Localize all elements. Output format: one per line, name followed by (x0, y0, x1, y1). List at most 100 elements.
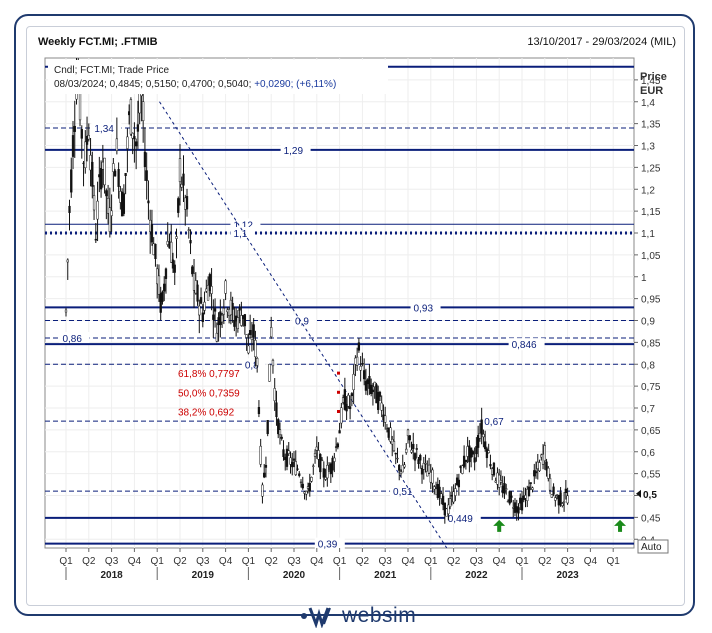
candle-body (529, 482, 532, 484)
legend-line2: 08/03/2024; 0,4845; 0,5150; 0,4700; 0,50… (54, 79, 336, 90)
candle-body (266, 419, 269, 435)
candle-body (275, 402, 278, 418)
candle-body (189, 240, 192, 244)
last-price-marker-icon (636, 489, 641, 498)
candle-body (364, 381, 368, 391)
chart-title: Weekly FCT.MI; .FTMIB (38, 36, 158, 48)
candle-body (427, 464, 431, 474)
x-quarter-label: Q1 (59, 556, 73, 567)
candle-body (250, 337, 254, 340)
candle-body (70, 169, 73, 193)
x-quarter-label: Q3 (105, 556, 119, 567)
candle-body (552, 486, 555, 495)
candle-body (424, 463, 427, 465)
candle-body (163, 283, 166, 292)
level-label-bg (280, 143, 311, 156)
x-quarter-label: Q2 (82, 556, 96, 567)
y-tick-label: 0,6 (641, 448, 655, 459)
candle-body (559, 492, 562, 506)
candle-body (99, 168, 103, 190)
x-year-label: 2023 (556, 570, 579, 581)
y-tick-label: 1,2 (641, 185, 655, 196)
y-tick-label: 0,95 (641, 295, 661, 306)
support-arrow-icon (614, 519, 627, 532)
fib-marker (337, 410, 340, 413)
level-label-bg (241, 358, 266, 371)
candle-body (131, 132, 134, 139)
candle-body (282, 449, 285, 457)
x-quarter-label: Q2 (265, 556, 279, 567)
x-quarter-label: Q1 (607, 556, 621, 567)
candle-body (208, 274, 211, 291)
candle-body (406, 429, 410, 437)
candle-body (433, 486, 436, 490)
auto-scale-box (637, 539, 669, 554)
x-quarter-label: Q1 (424, 556, 438, 567)
candle-body (213, 308, 217, 312)
candle-body (224, 280, 227, 294)
candle-body (177, 198, 180, 213)
candle-body (492, 462, 496, 476)
candle-body (380, 402, 383, 411)
candle-body (173, 264, 176, 273)
candle-body (384, 415, 387, 423)
y-tick-label: 0,65 (641, 426, 661, 437)
candle-body (403, 464, 406, 468)
candle-body (310, 477, 313, 482)
candle-body (338, 430, 341, 434)
candle-body (256, 357, 259, 366)
candle-body (73, 125, 76, 132)
candle-body (426, 470, 429, 477)
candle-body (312, 465, 315, 467)
y-tick-label: 0,8 (641, 360, 655, 371)
level-label: 0,449 (448, 514, 473, 525)
candle-body (517, 507, 520, 514)
candle-body (103, 157, 106, 186)
candle-body (161, 291, 164, 302)
y-tick-label: 1,35 (641, 120, 661, 131)
candle-body (357, 342, 361, 351)
x-year-label: 2020 (283, 570, 306, 581)
x-quarter-label: Q3 (561, 556, 575, 567)
candle-body (112, 163, 115, 172)
auto-scale-button[interactable]: Auto (641, 542, 662, 553)
candle-body (154, 243, 157, 260)
level-label-bg (481, 415, 512, 428)
candle-body (115, 138, 119, 151)
y-tick-label: 0,85 (641, 338, 661, 349)
candle-body (231, 302, 234, 310)
legend-line1: Cndl; FCT.MI; Trade Price (54, 65, 169, 76)
candle-body (175, 236, 178, 239)
candle-body (91, 161, 94, 187)
candle-body (157, 275, 161, 295)
candle-body (505, 488, 508, 490)
candle-body (287, 450, 290, 454)
candle-body (105, 190, 108, 197)
candle-body (273, 388, 276, 402)
level-label: 1,29 (284, 146, 304, 157)
candle-body (164, 268, 168, 279)
x-quarter-label: Q1 (151, 556, 165, 567)
candle-body (538, 462, 541, 472)
candle-body (187, 229, 190, 231)
candle-body (178, 158, 182, 183)
x-year-label: 2019 (192, 570, 215, 581)
candle-body (464, 459, 468, 462)
candle-body (259, 445, 262, 465)
candle-body (378, 391, 382, 397)
candle-body (527, 486, 531, 497)
candle-body (94, 238, 97, 241)
x-quarter-label: Q3 (379, 556, 393, 567)
candle-body (419, 455, 422, 461)
candle-body (270, 327, 273, 338)
candle-body (133, 136, 136, 140)
x-quarter-label: Q2 (447, 556, 461, 567)
x-year-label: 2022 (465, 570, 488, 581)
candle-body (87, 135, 90, 140)
candle-body (243, 314, 247, 327)
candle-body (461, 465, 464, 474)
websim-logo-text: websim (342, 604, 417, 627)
candle-body (352, 373, 355, 391)
candle-body (110, 210, 113, 216)
